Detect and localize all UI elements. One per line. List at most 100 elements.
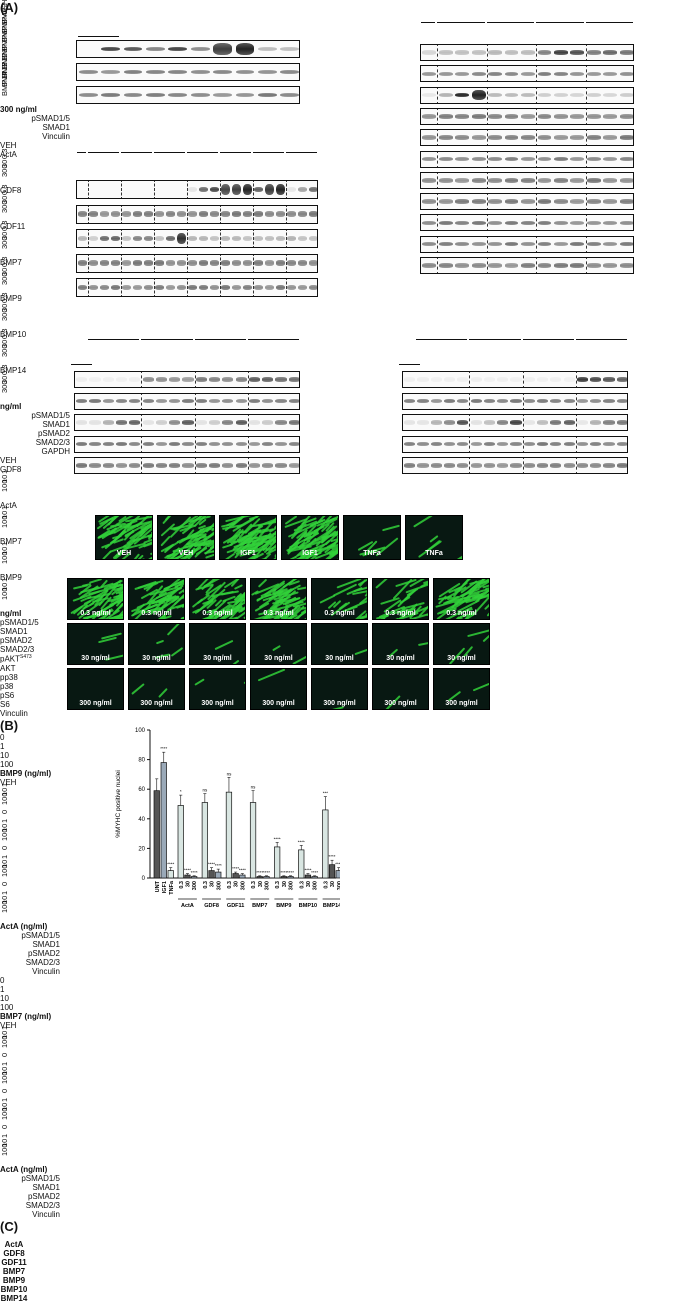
bar — [264, 877, 270, 878]
blot-band — [431, 377, 442, 382]
blot-band — [209, 399, 220, 404]
blot-band — [196, 399, 207, 404]
blot-band — [156, 377, 167, 382]
blot-band — [209, 377, 220, 382]
x-tick-label: UNT — [155, 880, 161, 892]
blot-band — [617, 399, 628, 404]
blot-band — [101, 47, 120, 52]
blot-band — [439, 157, 453, 162]
blot-band — [577, 399, 588, 404]
blot-band — [570, 221, 584, 226]
blot-band — [289, 377, 300, 382]
blot-band — [570, 72, 584, 77]
group-label: ActA — [181, 903, 194, 909]
lane-separator — [586, 236, 587, 253]
micrograph: 30 ng/ml — [433, 623, 490, 665]
myotube — [338, 515, 339, 527]
lane-separator — [487, 236, 488, 253]
bar — [274, 847, 280, 878]
lane-separator — [576, 457, 577, 474]
lane-separator — [469, 457, 470, 474]
blot-band — [156, 420, 167, 425]
micrograph: 30 ng/ml — [311, 623, 368, 665]
blot-row-label: pSMAD1/5 — [0, 1174, 60, 1183]
blot-band — [521, 93, 535, 98]
group-underline — [88, 339, 139, 340]
blot-band — [570, 178, 584, 183]
blot-band — [564, 463, 575, 468]
bar — [257, 877, 263, 878]
blot-band — [169, 420, 180, 425]
blot-band — [249, 463, 260, 468]
micrograph: 30 ng/ml — [128, 623, 185, 665]
blot-band — [258, 93, 277, 98]
blot-band — [209, 420, 220, 425]
outer-dose-label: 10 — [0, 994, 685, 1003]
myotube — [382, 524, 400, 531]
blot-band — [100, 260, 109, 265]
blot-band — [89, 399, 100, 404]
blot-band — [505, 157, 519, 162]
myotube — [338, 529, 339, 537]
lane-separator — [487, 214, 488, 231]
blot-band — [554, 50, 568, 55]
blot-band — [570, 157, 584, 162]
micrograph-label: 30 ng/ml — [68, 655, 123, 662]
blot-band — [422, 178, 436, 183]
blot-band — [455, 157, 469, 162]
blot-band — [457, 399, 468, 404]
myotube — [181, 595, 185, 599]
micrograph: VEH — [95, 515, 153, 560]
blot-band — [620, 157, 634, 162]
blot-band — [280, 93, 299, 98]
x-tick-label: IGF1 — [162, 881, 168, 893]
blot-band — [89, 285, 98, 290]
micrograph-label: IGF1 — [220, 550, 276, 557]
outer-dose-label: 100 — [0, 760, 685, 769]
blot-band — [236, 463, 247, 468]
blot-band — [471, 399, 482, 404]
blot-band — [191, 93, 210, 98]
blot-row-label: p38 — [0, 682, 74, 691]
myotube — [376, 578, 389, 589]
blot-band — [431, 442, 442, 447]
lane-separator — [154, 229, 155, 248]
western-blot — [76, 205, 318, 224]
scale-bar-label: 500 µm — [0, 1234, 685, 1240]
myotube — [131, 683, 145, 695]
lane-separator — [220, 278, 221, 297]
blot-row-label: pSMAD2 — [0, 429, 70, 438]
lane-separator — [487, 257, 488, 274]
blot-band — [603, 221, 617, 226]
western-blot — [402, 436, 628, 453]
significance-label: **** — [298, 839, 305, 844]
blot-band — [603, 463, 614, 468]
blot-band — [124, 93, 143, 98]
blot-band — [76, 420, 87, 425]
blot-band — [76, 463, 87, 468]
blot-band — [505, 199, 519, 204]
blot-band — [538, 242, 552, 247]
blot-band — [587, 221, 601, 226]
blot-band — [146, 47, 165, 52]
blot-band — [249, 377, 260, 382]
significance-label: **** — [329, 854, 336, 859]
lane-separator — [248, 436, 249, 453]
blot-band — [455, 93, 469, 98]
group-underline — [586, 22, 633, 23]
blot-band — [554, 178, 568, 183]
micrograph-label: 0.3 ng/ml — [373, 610, 428, 617]
blot-band — [439, 50, 453, 55]
column-header: BMP10 — [0, 1285, 28, 1294]
blot-band — [505, 72, 519, 77]
micrograph-label: 30 ng/ml — [129, 655, 184, 662]
blot-band — [587, 263, 601, 268]
blot-band — [76, 399, 87, 404]
blot-band — [404, 420, 415, 425]
blot-band — [570, 50, 584, 55]
blot-band — [222, 442, 233, 447]
micrograph: 300 ng/ml — [311, 668, 368, 710]
lane-separator — [576, 393, 577, 410]
western-blot — [76, 63, 300, 81]
